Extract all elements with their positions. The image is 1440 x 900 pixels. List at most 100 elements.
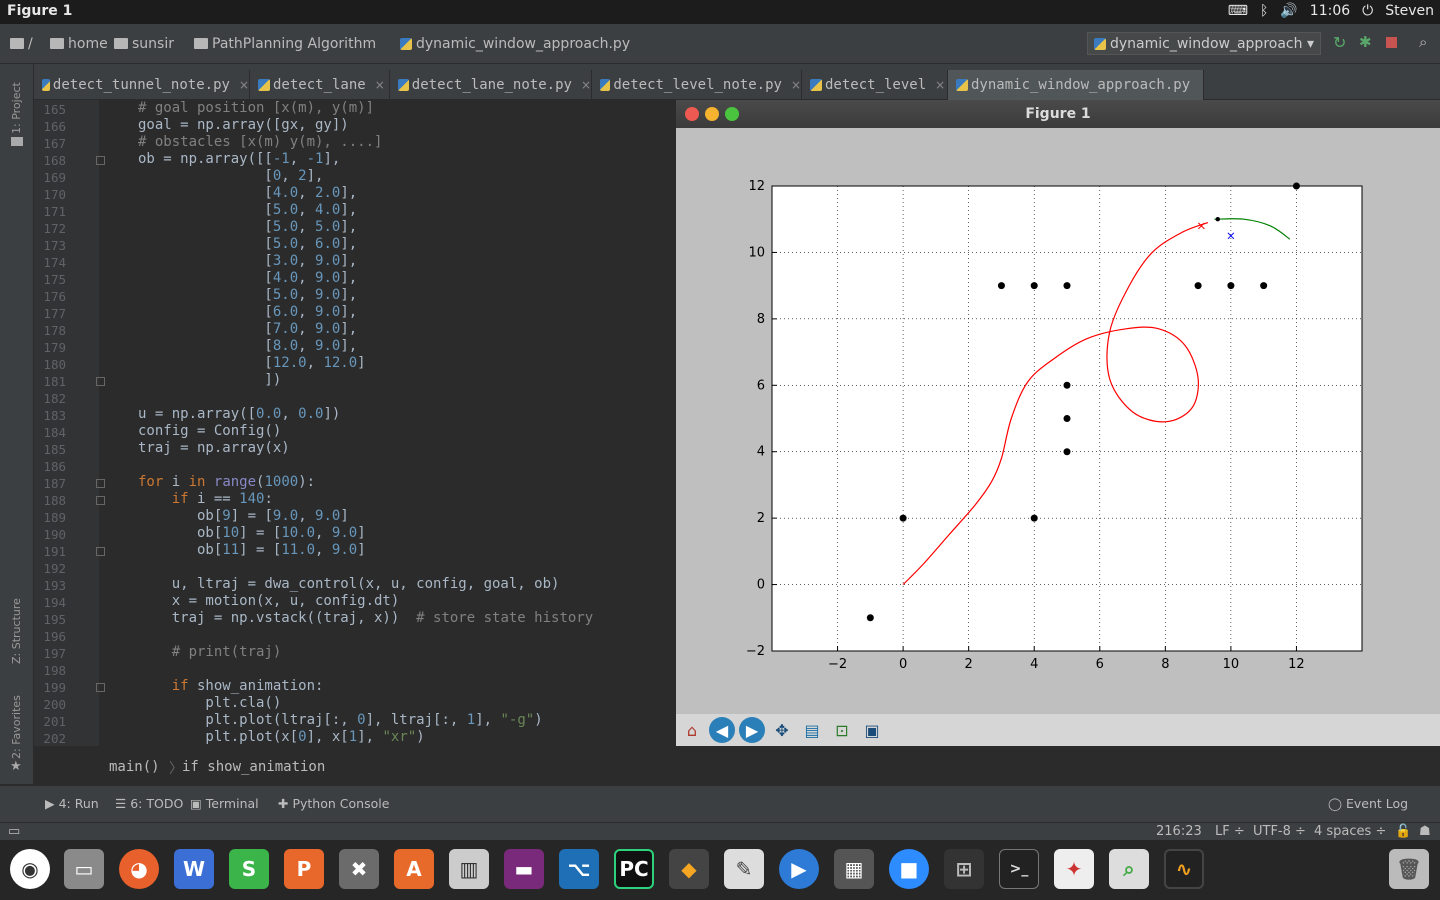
code-line: for i in range(1000): <box>138 474 316 490</box>
close-icon[interactable]: × <box>580 78 591 92</box>
back-icon[interactable]: ◀ <box>709 717 735 743</box>
python-console-tool-button[interactable]: ✚ Python Console <box>278 796 390 811</box>
breadcrumb-file[interactable]: dynamic_window_approach.py <box>400 36 630 52</box>
close-icon[interactable]: × <box>790 78 801 92</box>
project-tool-label[interactable]: 1: Project <box>10 82 23 134</box>
code-line: [3.0, 9.0], <box>138 253 358 269</box>
files-icon[interactable]: ▭ <box>64 849 104 889</box>
sublime-icon[interactable]: ◆ <box>669 849 709 889</box>
layout-icon[interactable]: ▭ <box>8 824 21 839</box>
pan-icon[interactable]: ✥ <box>775 720 789 740</box>
breadcrumb-function[interactable]: main() <box>109 759 160 775</box>
event-log-tool-button[interactable]: ◯ Event Log <box>1328 796 1409 811</box>
pdf-viewer-icon[interactable]: ✦ <box>1054 849 1094 889</box>
file-encoding[interactable]: UTF-8 ÷ <box>1253 824 1306 839</box>
user-name[interactable]: Steven <box>1385 3 1434 19</box>
window-title: Figure 1 <box>7 3 73 19</box>
fold-marker[interactable] <box>96 479 105 488</box>
firefox-icon[interactable]: ◕ <box>119 849 159 889</box>
tab-detect-lane[interactable]: detect_lane × <box>250 70 390 100</box>
breadcrumb-sunsir[interactable]: sunsir <box>114 36 174 52</box>
trash-icon[interactable]: 🗑 <box>1389 849 1429 889</box>
tab-detect-level-note[interactable]: detect_level_note.py × <box>592 70 802 100</box>
search-icon[interactable]: ⌕ <box>1419 33 1428 51</box>
stop-icon[interactable] <box>1386 37 1397 48</box>
tools-icon[interactable]: ✎ <box>724 849 764 889</box>
figure-window[interactable]: Figure 1 −2 0 2 4 6 8 10 12 12 10 8 6 4 2 0 −2 ⌂ ◀ ▶ ✥ … <box>676 100 1440 746</box>
robot-position <box>1215 217 1220 222</box>
scope-icon[interactable]: ∿ <box>1164 849 1204 889</box>
code-line: ob[9] = [9.0, 9.0] <box>138 508 349 524</box>
tab-detect-level[interactable]: detect_level × <box>802 70 948 100</box>
subplots-icon[interactable]: ▤ <box>804 720 820 740</box>
tab-detect-tunnel-note[interactable]: detect_tunnel_note.py × <box>34 70 250 100</box>
impress-icon[interactable]: P <box>284 849 324 889</box>
software-icon[interactable]: A <box>394 849 434 889</box>
inspector-icon[interactable]: ☗ <box>1419 824 1431 839</box>
fold-marker[interactable] <box>96 547 105 556</box>
breadcrumb-pathplanning[interactable]: PathPlanning Algorithm <box>194 36 376 52</box>
run-config-select[interactable]: dynamic_window_approach ▾ <box>1087 32 1321 55</box>
x-tick-label: 10 <box>1223 657 1240 672</box>
figure-toolbar: ⌂ ◀ ▶ ✥ ▤ ⊡ ▣ <box>676 714 1440 746</box>
clock[interactable]: 11:06 <box>1309 3 1351 19</box>
zoom-icon[interactable]: ⊡ <box>835 720 849 740</box>
breadcrumb-home[interactable]: home <box>50 36 108 52</box>
cursor-position[interactable]: 216:23 <box>1156 824 1202 839</box>
settings-icon[interactable]: ✖ <box>339 849 379 889</box>
todo-tool-button[interactable]: ☰ 6: TODO <box>115 796 184 811</box>
close-window-icon[interactable] <box>685 107 699 121</box>
folder-icon <box>194 37 208 49</box>
tab-detect-lane-note[interactable]: detect_lane_note.py × <box>390 70 592 100</box>
terminal-icon[interactable]: >_ <box>999 849 1039 889</box>
tab-dynamic-window-approach[interactable]: dynamic_window_approach.py <box>948 70 1204 100</box>
video-player-icon[interactable]: ▶ <box>779 849 819 889</box>
line-separator[interactable]: LF ÷ <box>1215 824 1245 839</box>
lock-icon[interactable]: 🔓 <box>1395 824 1412 839</box>
plot-canvas[interactable]: −2 0 2 4 6 8 10 12 12 10 8 6 4 2 0 −2 <box>676 128 1440 714</box>
mixer-icon[interactable]: ▥ <box>449 849 489 889</box>
close-icon[interactable]: × <box>374 78 385 92</box>
image-viewer-icon[interactable]: ⌕ <box>1109 849 1149 889</box>
app-window-icon[interactable]: ▬ <box>504 849 544 889</box>
terminal-tool-button[interactable]: ▣ Terminal <box>190 796 259 811</box>
ubuntu-icon[interactable]: ◉ <box>10 849 50 889</box>
structure-tool-label[interactable]: Z: Structure <box>10 598 23 664</box>
keyboard-icon[interactable]: ⌨ <box>1227 3 1248 19</box>
maximize-window-icon[interactable] <box>725 107 739 121</box>
power-icon[interactable]: ⏻ <box>1362 3 1374 19</box>
save-icon[interactable]: ▣ <box>864 720 880 740</box>
fold-marker[interactable] <box>96 683 105 692</box>
video-editor-icon[interactable]: ▦ <box>834 849 874 889</box>
fold-marker[interactable] <box>96 496 105 505</box>
writer-icon[interactable]: W <box>174 849 214 889</box>
calc-icon[interactable]: S <box>229 849 269 889</box>
breadcrumb-root[interactable]: / <box>10 36 33 52</box>
bluetooth-icon[interactable]: ᛒ <box>1259 3 1269 19</box>
home-icon[interactable]: ⌂ <box>686 720 698 740</box>
forward-icon[interactable]: ▶ <box>739 717 765 743</box>
debug-icon[interactable]: ✱ <box>1359 33 1372 51</box>
star-icon[interactable]: ★ <box>10 759 22 774</box>
close-icon[interactable]: × <box>238 78 249 92</box>
close-icon[interactable]: × <box>935 78 946 92</box>
code-line: ob = np.array([[-1, -1], <box>138 151 341 167</box>
fold-marker[interactable] <box>96 377 105 386</box>
zoom-app-icon[interactable]: ■ <box>889 849 929 889</box>
line-number: 198 <box>43 663 66 678</box>
line-number: 167 <box>43 136 66 151</box>
pycharm-icon[interactable]: PC <box>614 849 654 889</box>
workspaces-icon[interactable]: ⊞ <box>944 849 984 889</box>
minimize-window-icon[interactable] <box>705 107 719 121</box>
rerun-icon[interactable]: ↻ <box>1333 33 1347 52</box>
breadcrumb-block[interactable]: if show_animation <box>182 759 326 775</box>
vscode-icon[interactable]: ⌥ <box>559 849 599 889</box>
line-number: 174 <box>43 255 66 270</box>
indent-setting[interactable]: 4 spaces ÷ <box>1314 824 1387 839</box>
fold-marker[interactable] <box>96 156 105 165</box>
folder-icon[interactable] <box>11 137 23 146</box>
favorites-tool-label[interactable]: 2: Favorites <box>10 695 23 759</box>
run-tool-button[interactable]: ▶ 4: Run <box>45 796 99 811</box>
code-editor[interactable]: 165 166 167 168 169 170 171 172 173 174 175 176 177 1… <box>34 100 676 746</box>
volume-icon[interactable]: 🔊 <box>1280 3 1298 19</box>
